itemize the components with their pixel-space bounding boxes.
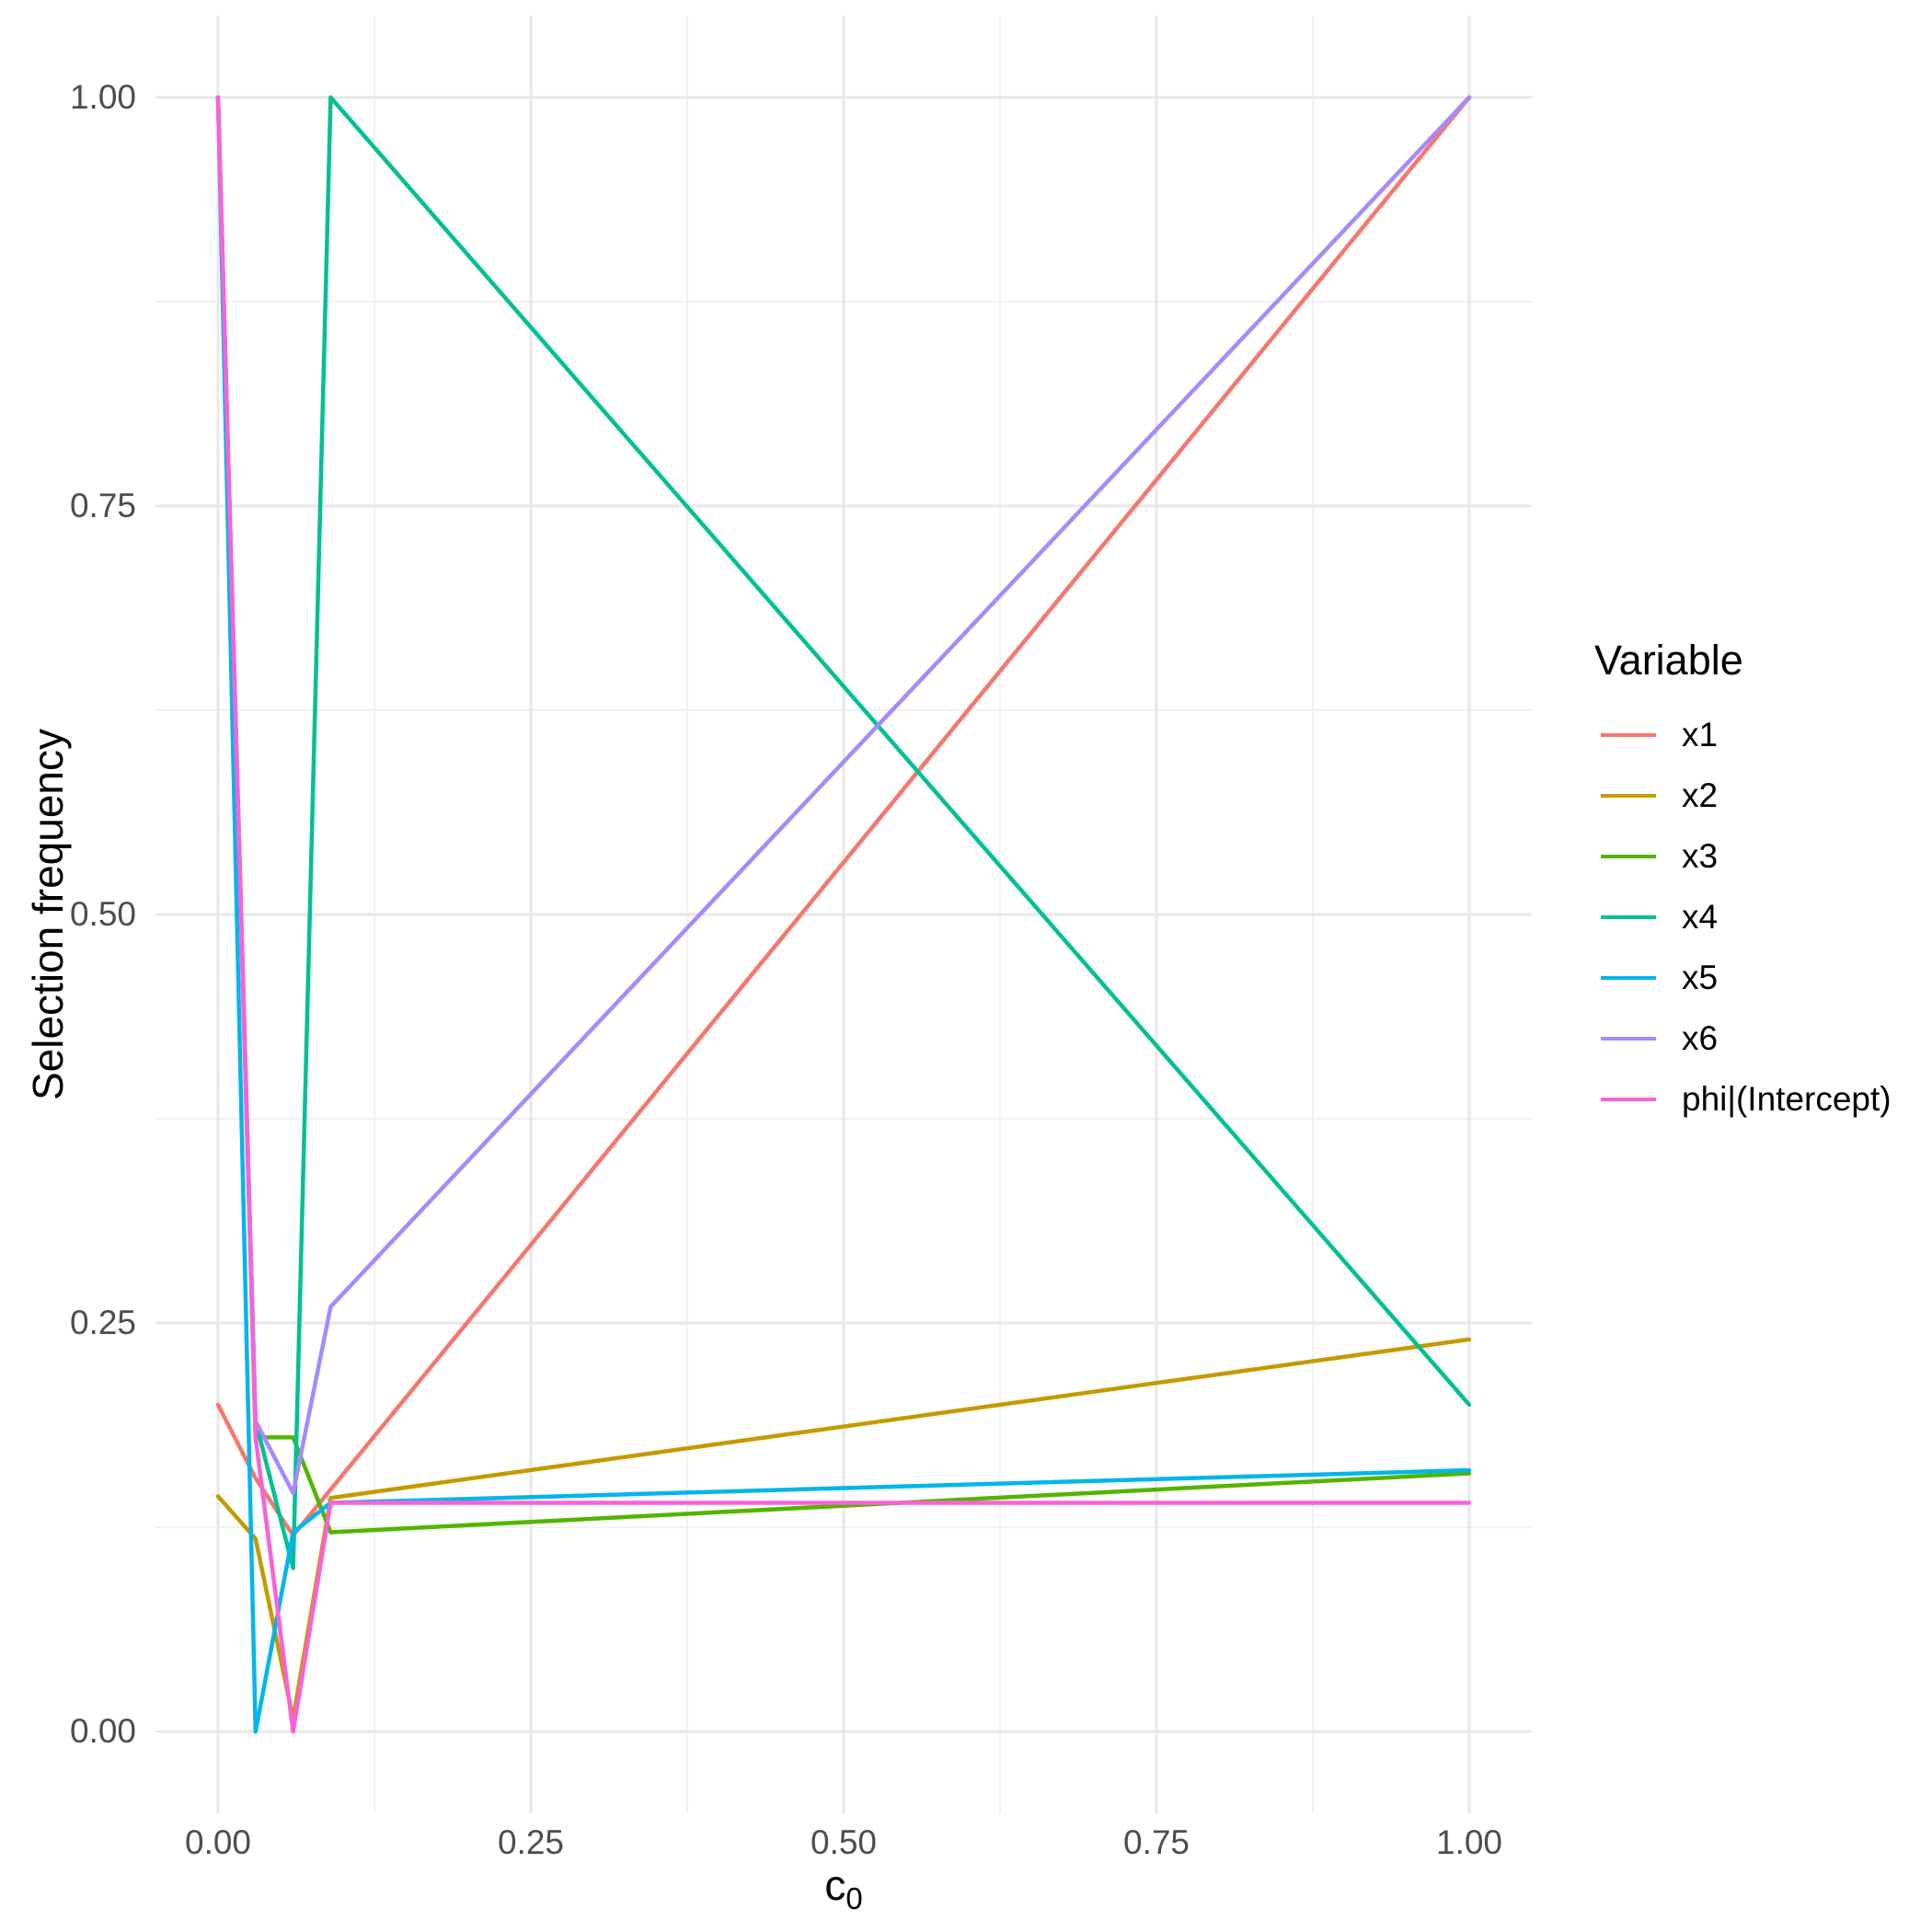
x-tick-label: 0.00 [184,1823,252,1861]
legend-entry-x2: x2 [1594,765,1892,826]
legend-swatch-icon [1601,1036,1656,1041]
legend-entry-x1: x1 [1594,705,1892,765]
legend-entry-x3: x3 [1594,826,1892,887]
legend-label: phi|(Intercept) [1682,1080,1892,1118]
series-line-x5 [215,95,1472,1734]
legend-swatch-icon [1601,854,1656,859]
legend-label: x1 [1682,716,1719,753]
x-axis-title-base: c [824,1861,846,1909]
x-axis-title: c0 [824,1860,862,1916]
legend-label: x3 [1682,837,1719,875]
legend-entry-phi|(Intercept): phi|(Intercept) [1594,1069,1892,1130]
x-tick-label: 0.75 [1122,1823,1190,1861]
legend-label: x6 [1682,1019,1719,1057]
legend-entry-x5: x5 [1594,948,1892,1008]
legend-swatch-icon [1601,975,1656,981]
x-tick-label: 0.25 [497,1823,565,1861]
legend: Variable x1 x2 x3 x4 x5 x6 phi|(Intercept) [1594,637,1892,1130]
legend-entry-x4: x4 [1594,887,1892,948]
legend-entries: x1 x2 x3 x4 x5 x6 phi|(Intercept) [1594,705,1892,1130]
legend-label: x4 [1682,898,1719,936]
legend-entry-x6: x6 [1594,1008,1892,1069]
y-tick-label: 0.00 [69,1712,136,1751]
legend-swatch-icon [1601,793,1656,799]
legend-label: x2 [1682,776,1719,814]
y-tick-label: 1.00 [69,77,136,116]
legend-title: Variable [1594,637,1743,684]
legend-swatch-icon [1601,914,1656,920]
x-axis-title-subscript: 0 [845,1881,863,1915]
series-line-x1 [215,95,1472,1538]
legend-swatch-icon [1601,732,1656,738]
x-tick-label: 1.00 [1435,1823,1503,1861]
x-tick-label: 0.50 [810,1823,878,1861]
y-tick-label: 0.75 [69,486,136,524]
y-tick-label: 0.25 [69,1304,136,1342]
legend-swatch-icon [1601,1097,1656,1102]
legend-label: x5 [1682,959,1719,996]
y-axis-title: Selection frequency [24,728,72,1101]
series-line-phi|(Intercept) [215,95,1472,1734]
y-tick-label: 0.50 [69,895,136,933]
